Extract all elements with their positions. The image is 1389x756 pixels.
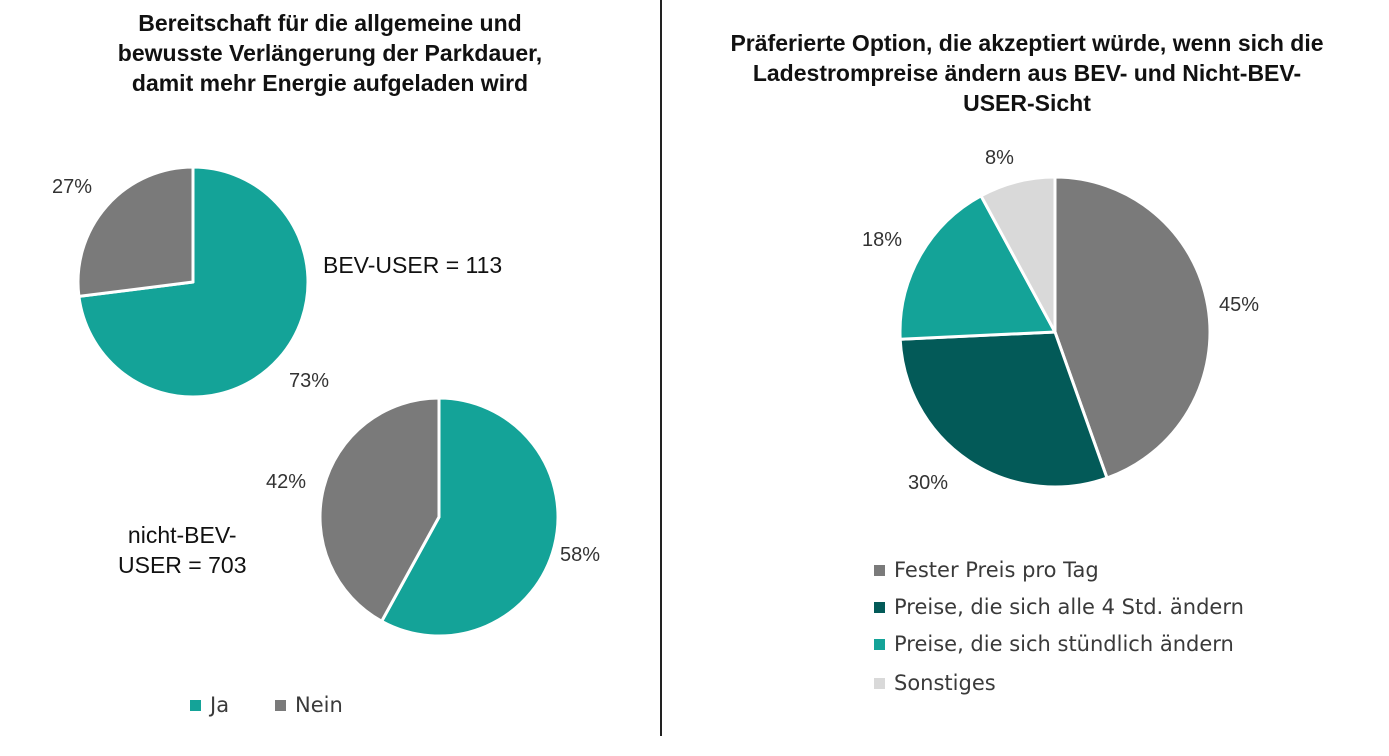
panel-divider	[660, 0, 662, 736]
legend-label-ja: Ja	[210, 693, 230, 717]
pie-options-slice-fester-preis-pro-tag	[1053, 175, 1212, 480]
pie-nonbev-slice-ja	[380, 396, 560, 638]
legend-swatch-nein	[275, 699, 286, 711]
pie-chart-bev-user	[76, 165, 310, 399]
legend-swatch-fester-preis	[874, 564, 885, 576]
legend-item-stuendlich: Preise, die sich stündlich ändern	[874, 632, 1234, 656]
legend-label-sonstiges: Sonstiges	[894, 671, 996, 695]
pie-chart-price-options	[898, 175, 1212, 489]
pie-options-label-8: 8%	[985, 147, 1014, 169]
legend-label-stuendlich: Preise, die sich stündlich ändern	[894, 632, 1234, 656]
pie-options-label-18: 18%	[862, 229, 903, 251]
pie-nonbev-label-nein: 42%	[266, 471, 307, 493]
legend-swatch-stuendlich	[874, 638, 885, 650]
pie-nonbev-label-ja: 58%	[560, 544, 601, 566]
legend-swatch-ja	[190, 699, 201, 711]
legend-swatch-4-std	[874, 601, 885, 613]
legend-item-nein: Nein	[275, 693, 343, 717]
legend-item-fester-preis: Fester Preis pro Tag	[874, 558, 1099, 582]
legend-swatch-sonstiges	[874, 677, 885, 689]
legend-label-fester-preis: Fester Preis pro Tag	[894, 558, 1099, 582]
pie-options-label-30: 30%	[908, 472, 949, 494]
pie-options-slice-preise-die-sich-alle-4-std-ändern	[898, 330, 1109, 489]
left-panel: Bereitschaft für die allgemeine und bewu…	[0, 0, 660, 756]
left-chart-title: Bereitschaft für die allgemeine und bewu…	[117, 10, 543, 96]
pie-options-slice-sonstiges	[979, 175, 1057, 334]
legend-item-4-std: Preise, die sich alle 4 Std. ändern	[874, 595, 1244, 619]
legend-label-nein: Nein	[295, 693, 343, 717]
pie-bev-label-nein: 27%	[52, 176, 93, 198]
right-chart-title: Präferierte Option, die akzeptiert würde…	[730, 30, 1324, 116]
pie-options-label-45: 45%	[1219, 294, 1260, 316]
legend-item-sonstiges: Sonstiges	[874, 671, 996, 695]
legend-label-4-std: Preise, die sich alle 4 Std. ändern	[894, 595, 1244, 619]
legend-item-ja: Ja	[190, 693, 229, 717]
pie-chart-non-bev-user	[318, 396, 560, 638]
right-panel: Präferierte Option, die akzeptiert würde…	[662, 0, 1389, 756]
bev-user-annotation: BEV-USER = 113	[323, 252, 503, 278]
non-bev-user-annotation: nicht-BEV- USER = 703	[118, 522, 247, 578]
pie-options-slice-preise-die-sich-stündlich-ändern	[898, 194, 1057, 341]
pie-nonbev-slice-nein	[318, 396, 441, 623]
pie-bev-label-ja: 73%	[289, 370, 330, 392]
pie-bev-slice-nein	[76, 165, 195, 298]
